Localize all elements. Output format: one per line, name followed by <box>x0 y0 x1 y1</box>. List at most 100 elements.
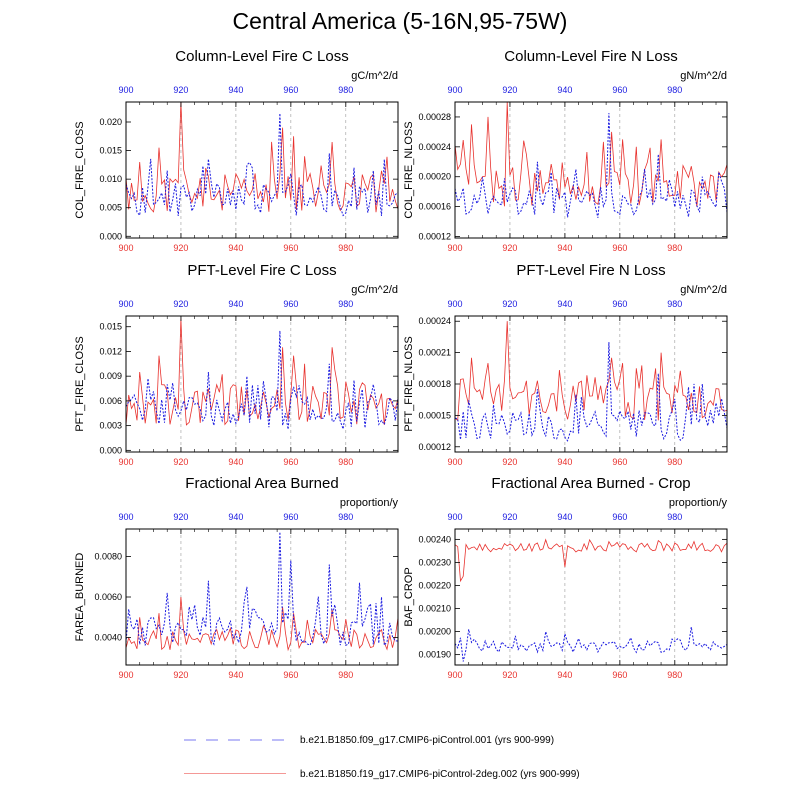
y-tick-label: 0.00016 <box>418 202 451 212</box>
x-tick-label-bottom: 920 <box>173 457 188 467</box>
x-tick-label-top: 900 <box>118 299 133 309</box>
y-tick-label: 0.00220 <box>418 580 451 590</box>
chart-panel-2: 900 900 920 920 940 940 960 960 980 980 0.000 0.003… <box>74 299 399 467</box>
chart-panel-0: 900 900 920 920 940 940 960 960 980 980 0.000 0.005… <box>74 85 399 253</box>
x-tick-label-top: 900 <box>447 512 462 522</box>
series-line-blue <box>454 342 728 442</box>
x-tick-label-bottom: 960 <box>612 670 627 680</box>
chart-panel-4: 900 900 920 920 940 940 960 960 980 980 0.0040 0.00… <box>74 512 399 680</box>
x-tick-label-top: 960 <box>612 512 627 522</box>
y-axis-label: COL_FIRE_CLOSS <box>74 121 86 218</box>
y-tick-label: 0.00024 <box>418 316 451 326</box>
y-tick-label: 0.0060 <box>94 592 122 602</box>
y-tick-label: 0.006 <box>99 396 122 406</box>
series-line-red <box>454 321 728 422</box>
x-tick-label-bottom: 920 <box>502 670 517 680</box>
y-tick-label: 0.012 <box>99 346 122 356</box>
y-tick-label: 0.00018 <box>418 379 451 389</box>
y-tick-label: 0.009 <box>99 371 122 381</box>
series-line-blue <box>454 113 728 218</box>
x-tick-label-top: 900 <box>118 512 133 522</box>
series-line-red <box>125 318 399 426</box>
legend-label-piControl-2deg-002: b.e21.B1850.f19_g17.CMIP6-piControl-2deg… <box>300 769 580 780</box>
y-tick-label: 0.00015 <box>418 410 451 420</box>
x-tick-label-bottom: 980 <box>667 243 682 253</box>
x-tick-label-top: 980 <box>667 85 682 95</box>
y-tick-label: 0.00240 <box>418 534 451 544</box>
x-tick-label-top: 940 <box>557 512 572 522</box>
y-tick-label: 0.00190 <box>418 650 451 660</box>
y-tick-label: 0.020 <box>99 117 122 127</box>
x-tick-label-bottom: 920 <box>173 670 188 680</box>
x-tick-label-top: 900 <box>447 85 462 95</box>
y-tick-label: 0.00210 <box>418 604 451 614</box>
x-tick-label-top: 940 <box>557 299 572 309</box>
y-tick-label: 0.005 <box>99 203 122 213</box>
x-tick-label-bottom: 980 <box>667 457 682 467</box>
x-tick-label-bottom: 900 <box>447 670 462 680</box>
y-tick-label: 0.0080 <box>94 551 122 561</box>
y-tick-label: 0.00024 <box>418 142 451 152</box>
units-label-col-fire-n: gN/m^2/d <box>680 70 727 82</box>
y-tick-label: 0.00230 <box>418 557 451 567</box>
x-tick-label-top: 920 <box>502 512 517 522</box>
chart-panel-3: 900 900 920 920 940 940 960 960 980 980 0.00012 0.0… <box>403 299 728 467</box>
x-tick-label-bottom: 920 <box>502 457 517 467</box>
series-line-blue <box>125 330 399 430</box>
page-title: Central America (5-16N,95-75W) <box>232 8 568 34</box>
series-line-blue <box>125 531 399 647</box>
panel-title-farea-burned: Fractional Area Burned <box>185 475 339 492</box>
plot-frame <box>454 101 728 239</box>
plot-frame <box>454 315 728 453</box>
x-tick-label-bottom: 940 <box>557 670 572 680</box>
x-tick-label-bottom: 980 <box>338 670 353 680</box>
x-tick-label-bottom: 980 <box>338 243 353 253</box>
x-tick-label-top: 900 <box>118 85 133 95</box>
y-tick-label: 0.0040 <box>94 633 122 643</box>
x-tick-label-top: 960 <box>283 85 298 95</box>
x-tick-label-top: 980 <box>338 299 353 309</box>
x-tick-label-top: 920 <box>173 512 188 522</box>
units-label-farea-burned: proportion/y <box>339 497 398 509</box>
y-tick-label: 0.00012 <box>418 232 451 242</box>
panel-title-col-fire-n: Column-Level Fire N Loss <box>504 48 678 65</box>
panel-title-col-fire-c: Column-Level Fire C Loss <box>175 48 349 65</box>
x-tick-label-bottom: 960 <box>283 670 298 680</box>
y-tick-label: 0.003 <box>99 421 122 431</box>
y-tick-label: 0.00021 <box>418 348 451 358</box>
panel-title-pft-fire-n: PFT-Level Fire N Loss <box>516 262 666 279</box>
y-tick-label: 0.010 <box>99 174 122 184</box>
chart-panel-5: 900 900 920 920 940 940 960 960 980 980 0.00190 0.0… <box>403 512 728 680</box>
x-tick-label-top: 960 <box>283 512 298 522</box>
x-tick-label-top: 940 <box>557 85 572 95</box>
x-tick-label-top: 940 <box>228 85 243 95</box>
x-tick-label-bottom: 940 <box>557 243 572 253</box>
units-label-col-fire-c: gC/m^2/d <box>351 70 398 82</box>
x-tick-label-top: 920 <box>502 299 517 309</box>
x-tick-label-top: 900 <box>447 299 462 309</box>
x-tick-label-bottom: 960 <box>612 243 627 253</box>
y-axis-label: BAF_CROP <box>403 567 415 626</box>
units-label-pft-fire-c: gC/m^2/d <box>351 284 398 296</box>
x-tick-label-bottom: 940 <box>228 243 243 253</box>
x-tick-label-bottom: 920 <box>173 243 188 253</box>
y-tick-label: 0.000 <box>99 231 122 241</box>
y-axis-label: COL_FIRE_NLOSS <box>403 121 415 218</box>
series-line-blue <box>125 113 399 217</box>
series-line-blue <box>454 626 728 662</box>
x-tick-label-bottom: 900 <box>118 457 133 467</box>
x-tick-label-top: 980 <box>338 85 353 95</box>
x-tick-label-top: 960 <box>283 299 298 309</box>
x-tick-label-bottom: 940 <box>228 670 243 680</box>
x-tick-label-top: 980 <box>667 512 682 522</box>
x-tick-label-bottom: 900 <box>118 670 133 680</box>
x-tick-label-bottom: 900 <box>447 243 462 253</box>
y-tick-label: 0.000 <box>99 445 122 455</box>
legend-label-piControl-001: b.e21.B1850.f09_g17.CMIP6-piControl.001 … <box>300 735 555 746</box>
y-tick-label: 0.00200 <box>418 627 451 637</box>
x-tick-label-top: 980 <box>338 512 353 522</box>
chart-panel-1: 900 900 920 920 940 940 960 960 980 980 0.00012 0.0… <box>403 85 728 253</box>
y-tick-label: 0.015 <box>99 146 122 156</box>
plot-frame <box>125 101 399 239</box>
x-tick-label-top: 940 <box>228 512 243 522</box>
